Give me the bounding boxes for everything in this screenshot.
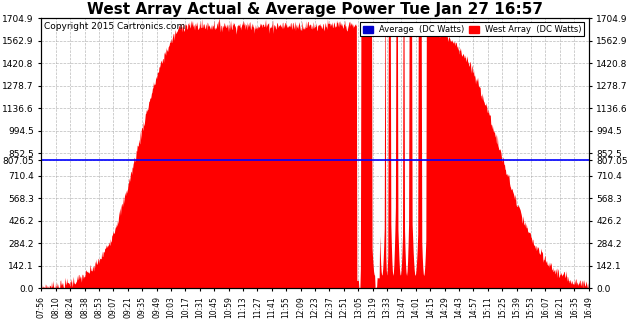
Legend: Average  (DC Watts), West Array  (DC Watts): Average (DC Watts), West Array (DC Watts… (360, 22, 585, 36)
Title: West Array Actual & Average Power Tue Jan 27 16:57: West Array Actual & Average Power Tue Ja… (87, 2, 543, 17)
Text: Copyright 2015 Cartronics.com: Copyright 2015 Cartronics.com (44, 22, 185, 31)
